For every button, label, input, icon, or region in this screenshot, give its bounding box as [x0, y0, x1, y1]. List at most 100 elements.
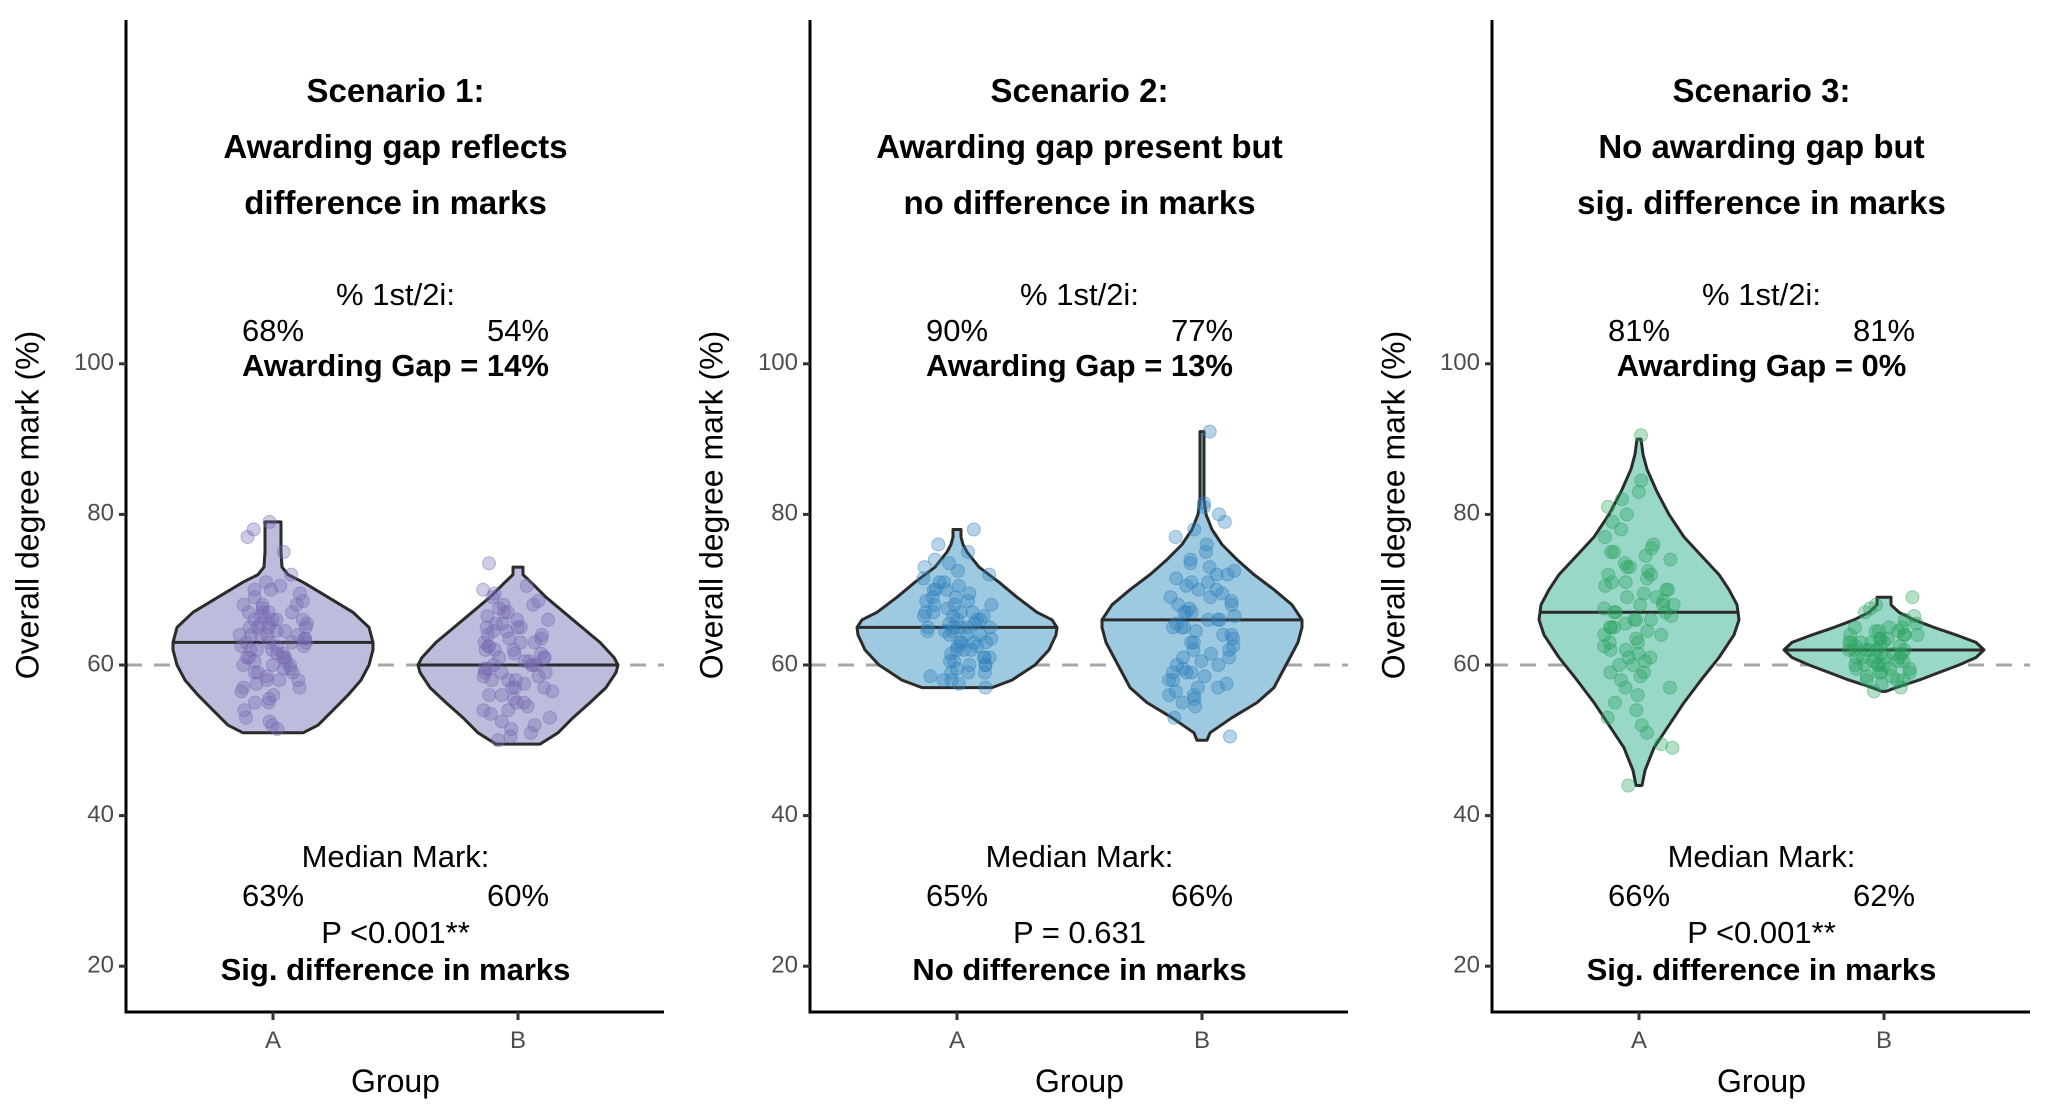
data-point [526, 597, 541, 612]
p-value-label: P <0.001** [321, 915, 470, 950]
data-point [278, 654, 293, 669]
data-point [276, 545, 291, 559]
median-value-a: 66% [1608, 878, 1670, 913]
data-point [1620, 590, 1634, 605]
panel-title-line: Scenario 1: [307, 72, 485, 109]
data-point [1665, 740, 1680, 755]
data-point [1905, 590, 1920, 605]
data-point [1604, 575, 1619, 590]
data-point [973, 627, 988, 642]
data-point [1857, 658, 1872, 672]
data-point [1656, 594, 1671, 608]
data-point [263, 582, 278, 597]
data-point [1209, 567, 1224, 582]
data-point [1607, 605, 1622, 620]
data-point [1897, 612, 1912, 627]
data-point [291, 627, 306, 642]
data-point [949, 661, 964, 676]
data-point [1603, 620, 1618, 635]
data-point [1848, 639, 1863, 654]
data-point [1162, 673, 1176, 688]
data-point [497, 605, 512, 620]
data-point [1179, 605, 1194, 620]
data-point [1603, 665, 1618, 680]
data-point [947, 597, 962, 612]
data-point [517, 695, 531, 710]
median-mark-label: Median Mark: [1668, 839, 1856, 874]
data-point [1607, 545, 1621, 559]
data-point [1643, 612, 1658, 627]
data-point [1869, 597, 1883, 612]
data-point [1880, 631, 1895, 646]
data-point [259, 575, 274, 590]
data-point [291, 673, 306, 688]
data-point [275, 650, 290, 665]
violin-b [416, 565, 620, 746]
data-point [1846, 642, 1861, 657]
y-tick-label: 80 [87, 500, 114, 527]
data-point [945, 624, 960, 639]
data-point [479, 620, 494, 635]
data-point [259, 669, 274, 684]
data-point [1643, 650, 1658, 665]
data-point [1166, 665, 1180, 680]
data-point [1219, 676, 1234, 691]
data-point [953, 635, 968, 650]
conclusion-label: Sig. difference in marks [221, 952, 571, 987]
data-point [266, 688, 281, 703]
data-point [1849, 661, 1864, 676]
data-point [1605, 514, 1620, 529]
data-point [1202, 424, 1217, 439]
data-point [1842, 635, 1857, 650]
data-point [1633, 669, 1648, 684]
data-point [296, 639, 311, 654]
data-point [1886, 646, 1901, 661]
data-point [1890, 654, 1905, 669]
data-point [477, 661, 492, 676]
data-point [1663, 680, 1677, 695]
data-point [1190, 680, 1205, 695]
data-point [927, 552, 942, 567]
data-point [1622, 560, 1637, 575]
data-point [1861, 642, 1876, 657]
median-value-b: 66% [1171, 878, 1233, 913]
x-tick-label: B [510, 1027, 526, 1054]
data-point [960, 620, 975, 635]
data-point [1618, 642, 1633, 657]
data-point [949, 642, 964, 657]
data-point [295, 594, 310, 608]
data-point [508, 673, 523, 688]
data-point [513, 620, 528, 635]
data-point [1874, 665, 1889, 680]
data-point [1896, 654, 1911, 669]
data-point [1167, 710, 1182, 725]
data-point [950, 639, 965, 654]
data-point [1210, 612, 1225, 627]
data-point [1621, 778, 1636, 793]
data-point [1646, 537, 1661, 552]
data-point [950, 612, 965, 627]
data-point [480, 627, 495, 642]
data-point [278, 650, 292, 665]
data-point [1891, 624, 1906, 639]
data-point [1222, 642, 1237, 657]
x-tick-label: A [949, 1027, 965, 1054]
data-point [1867, 684, 1881, 699]
x-tick-label: B [1876, 1027, 1892, 1054]
data-point [942, 616, 957, 631]
y-tick-label: 60 [87, 650, 114, 677]
data-point [1636, 586, 1651, 601]
pct-value-b: 81% [1853, 313, 1915, 348]
data-point [1649, 590, 1664, 605]
data-point [247, 582, 262, 597]
data-point [1598, 578, 1613, 593]
panel-title-line: Awarding gap reflects [223, 128, 567, 165]
data-point [236, 597, 251, 612]
data-point [494, 665, 509, 680]
awarding-gap-label: Awarding Gap = 0% [1617, 348, 1907, 383]
data-point [1608, 695, 1622, 710]
data-point [262, 616, 277, 631]
data-point [1199, 537, 1214, 552]
median-value-a: 65% [926, 878, 988, 913]
data-point [1224, 594, 1239, 608]
